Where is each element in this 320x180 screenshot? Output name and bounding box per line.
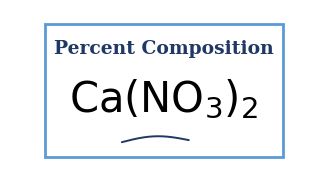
Text: $\mathrm{Ca(NO_3)_2}$: $\mathrm{Ca(NO_3)_2}$ — [69, 78, 259, 121]
Text: Percent Composition: Percent Composition — [54, 40, 274, 58]
FancyBboxPatch shape — [45, 24, 283, 158]
